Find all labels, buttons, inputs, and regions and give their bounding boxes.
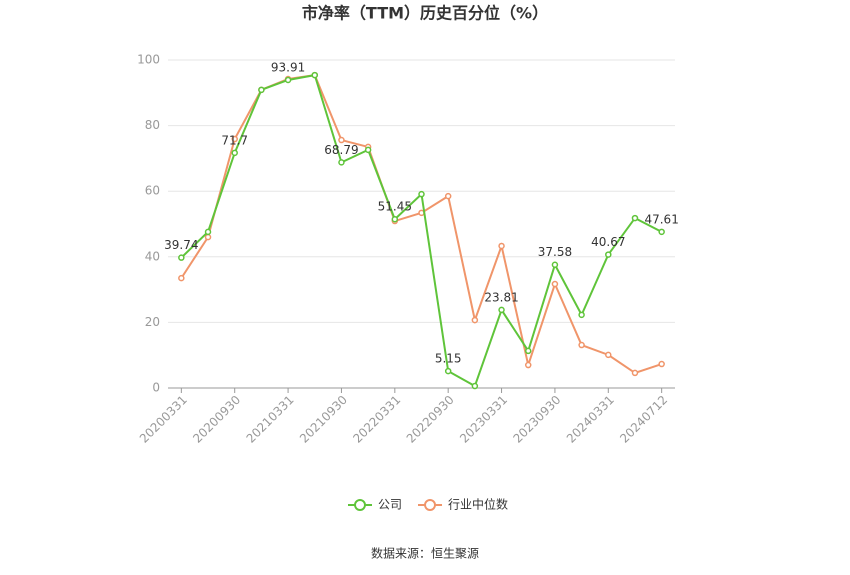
point bbox=[551, 261, 559, 268]
y-tick-label: 40 bbox=[145, 249, 160, 263]
point bbox=[551, 280, 559, 288]
point bbox=[658, 228, 665, 236]
line bbox=[180, 73, 662, 375]
point bbox=[498, 306, 505, 314]
point bbox=[578, 341, 585, 349]
point bbox=[178, 274, 185, 282]
point bbox=[578, 311, 585, 319]
point bbox=[258, 86, 265, 94]
legend-marker bbox=[424, 499, 437, 511]
point bbox=[444, 367, 452, 375]
x-tick-label: 20230930 bbox=[510, 393, 563, 446]
point bbox=[364, 146, 372, 154]
point bbox=[311, 71, 319, 79]
data-label: 23.81 bbox=[484, 290, 518, 304]
point bbox=[338, 159, 345, 166]
point bbox=[204, 233, 212, 241]
point bbox=[444, 192, 452, 200]
point bbox=[524, 361, 532, 369]
data-label: 37.58 bbox=[538, 245, 572, 259]
point bbox=[231, 149, 238, 157]
point bbox=[284, 76, 292, 84]
data-label: 93.91 bbox=[271, 60, 305, 74]
line bbox=[180, 73, 663, 388]
x-tick-label: 20200930 bbox=[190, 393, 243, 446]
point bbox=[471, 316, 479, 324]
point bbox=[418, 190, 425, 198]
x-tick-label: 20220331 bbox=[350, 393, 403, 446]
point bbox=[658, 360, 665, 368]
chart-title: 市净率（TTM）历史百分位（%） bbox=[302, 4, 548, 23]
x-tick-label: 20230331 bbox=[457, 393, 510, 446]
point bbox=[338, 136, 345, 144]
point bbox=[498, 242, 505, 250]
legend-marker bbox=[354, 499, 366, 511]
x-tick-label: 20240331 bbox=[564, 393, 617, 446]
data-label: 5.15 bbox=[435, 352, 462, 366]
data-label: 68.79 bbox=[324, 143, 358, 157]
point bbox=[605, 351, 612, 359]
legend-label: 行业中位数 bbox=[448, 497, 508, 512]
data-label: 40.67 bbox=[591, 235, 625, 249]
point bbox=[231, 135, 238, 143]
x-tick-label: 20240712 bbox=[617, 393, 670, 446]
y-tick-label: 0 bbox=[152, 381, 160, 395]
data-label: 47.61 bbox=[644, 212, 678, 226]
data-label: 71.7 bbox=[221, 133, 248, 147]
source: 数据来源：恒生聚源 bbox=[371, 546, 479, 561]
point bbox=[471, 382, 479, 390]
data-label: 51.45 bbox=[378, 200, 412, 214]
point bbox=[178, 254, 185, 261]
y-tick-label: 100 bbox=[137, 53, 160, 67]
point bbox=[524, 347, 532, 355]
x-tick-label: 20200331 bbox=[137, 393, 190, 446]
y-tick-label: 20 bbox=[145, 315, 160, 329]
point bbox=[605, 251, 612, 258]
x-tick-label: 20210331 bbox=[244, 393, 297, 446]
y-tick-label: 60 bbox=[145, 184, 160, 198]
point bbox=[631, 369, 639, 377]
point bbox=[204, 228, 212, 236]
point bbox=[631, 214, 639, 222]
x-tick-label: 20220930 bbox=[404, 393, 457, 446]
y-tick-label: 80 bbox=[145, 118, 160, 132]
legend-label: 公司 bbox=[378, 498, 402, 512]
x-tick-label: 20210930 bbox=[297, 393, 350, 446]
data-label: 39.74 bbox=[164, 238, 198, 252]
point bbox=[391, 215, 399, 223]
